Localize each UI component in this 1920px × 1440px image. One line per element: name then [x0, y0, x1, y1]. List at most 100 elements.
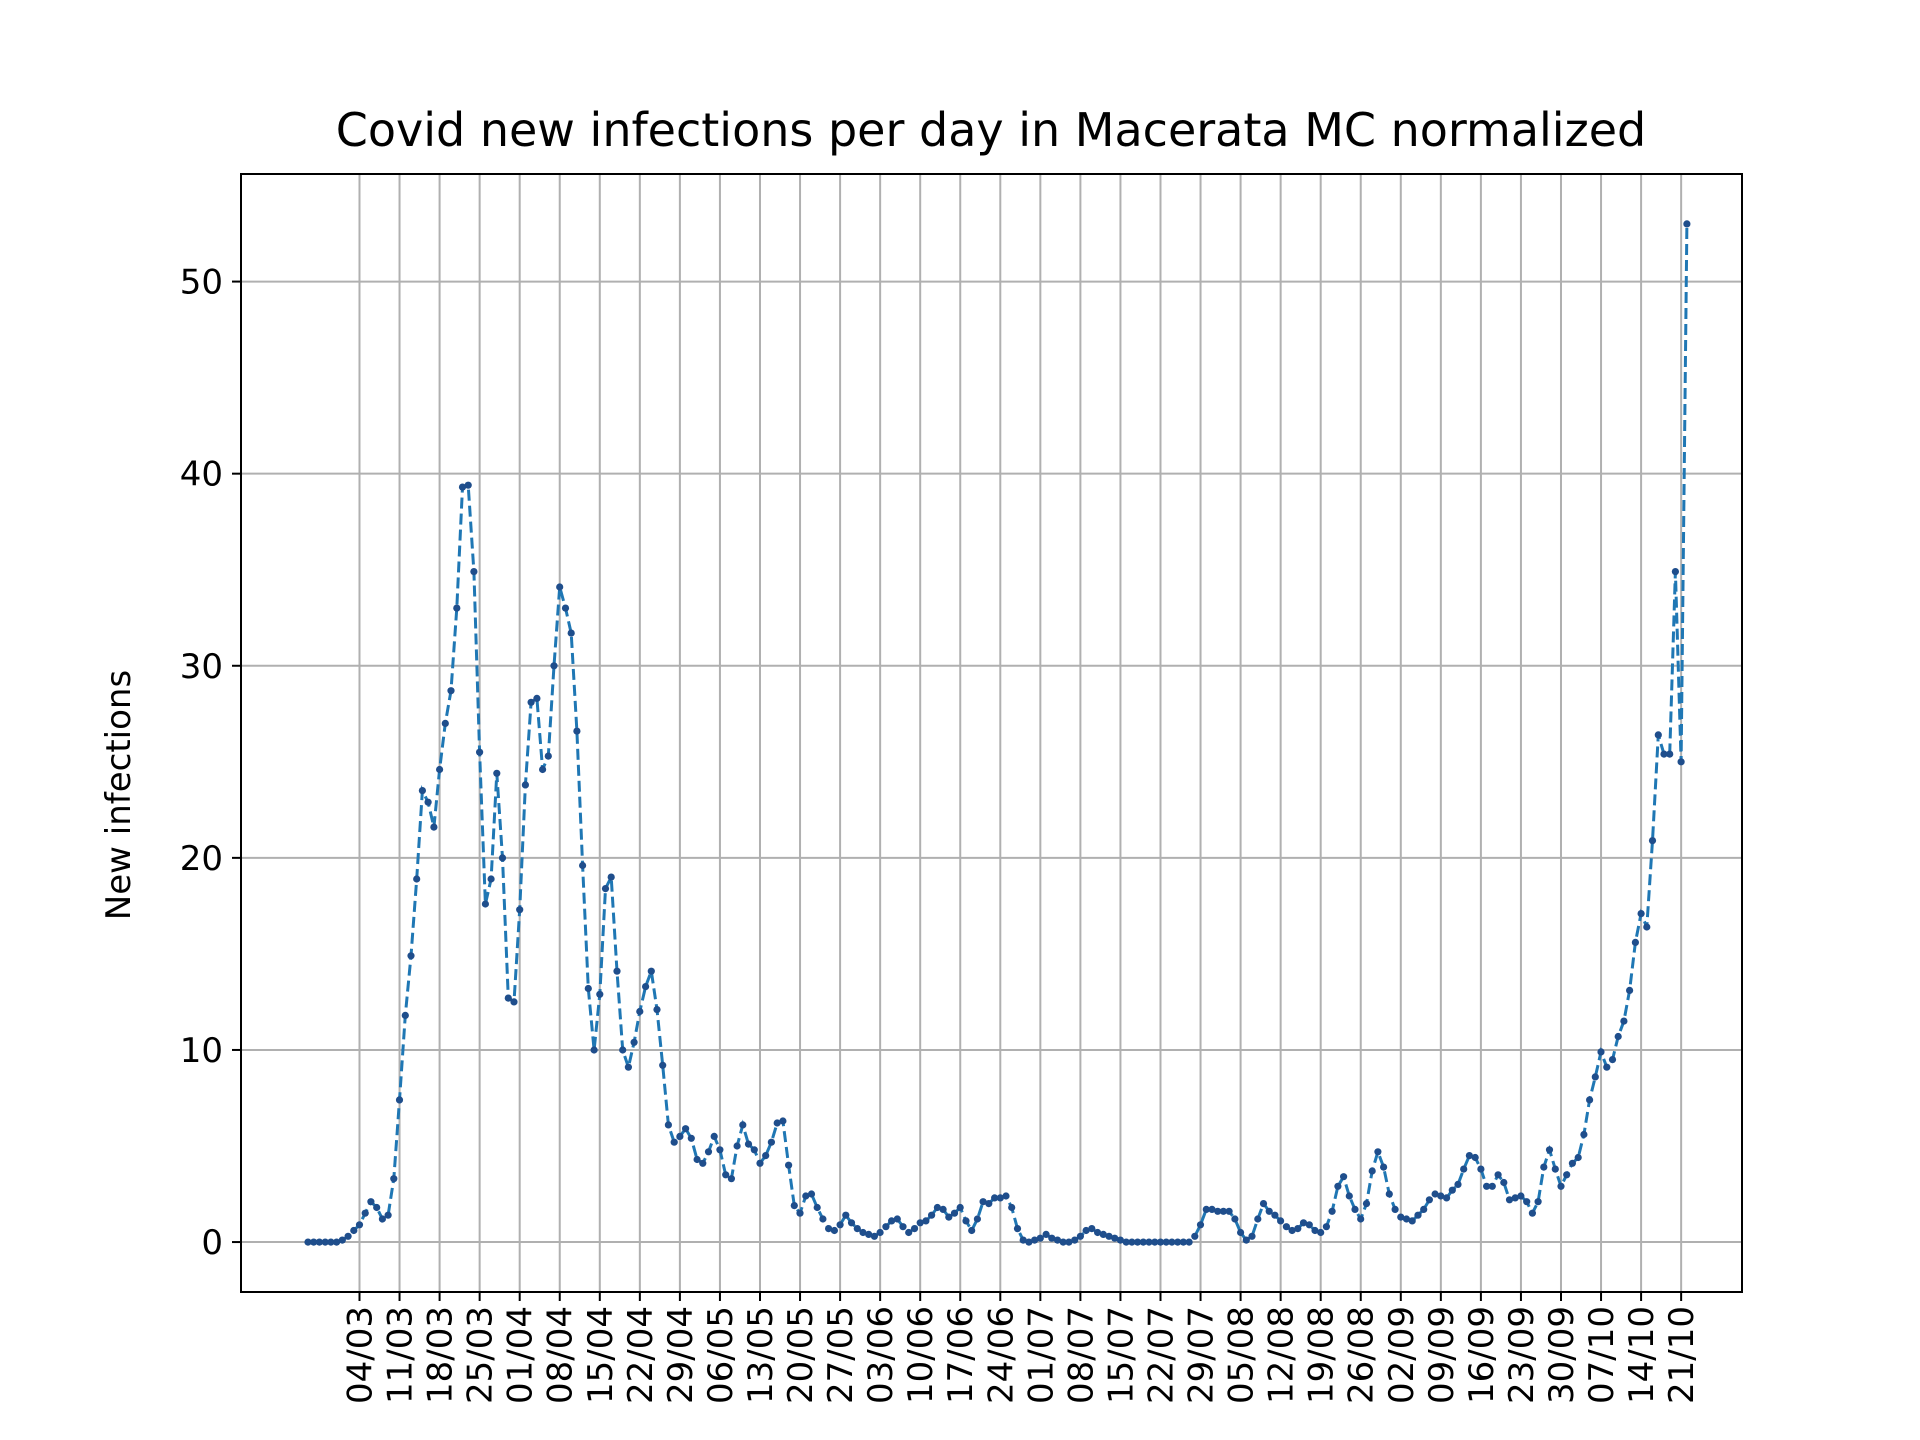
- x-tick-label: 24/06: [981, 1306, 1021, 1404]
- data-point: [968, 1226, 976, 1235]
- data-point: [1179, 1238, 1187, 1246]
- x-tick-label: 20/05: [781, 1306, 821, 1404]
- data-point: [1116, 1236, 1124, 1244]
- data-point: [1391, 1205, 1399, 1213]
- x-tick-label: 05/08: [1222, 1306, 1262, 1404]
- data-point: [1580, 1130, 1588, 1139]
- data-point: [865, 1230, 873, 1238]
- data-point: [1414, 1211, 1422, 1219]
- data-point: [996, 1194, 1004, 1202]
- data-point: [1311, 1226, 1319, 1235]
- data-point: [933, 1203, 942, 1212]
- data-point: [504, 994, 512, 1002]
- data-point: [1111, 1234, 1119, 1242]
- data-point: [550, 662, 558, 670]
- data-point: [327, 1238, 335, 1246]
- data-point: [1683, 220, 1691, 228]
- x-tick-label: 08/04: [541, 1306, 581, 1404]
- data-point: [561, 604, 570, 612]
- x-tick-label: 22/04: [621, 1306, 661, 1404]
- data-point: [888, 1217, 896, 1225]
- data-point: [1500, 1178, 1508, 1187]
- x-tick-label: 01/07: [1021, 1306, 1061, 1404]
- data-point: [590, 1046, 598, 1054]
- data-point: [498, 854, 507, 862]
- data-point: [1637, 910, 1645, 918]
- x-tick-label: 07/10: [1582, 1306, 1622, 1404]
- data-point: [825, 1225, 833, 1233]
- data-point: [424, 798, 432, 806]
- data-point: [1545, 1146, 1554, 1154]
- data-point: [304, 1238, 312, 1246]
- x-tick-label: 04/03: [340, 1306, 380, 1404]
- data-point: [1299, 1219, 1308, 1227]
- data-point: [510, 998, 518, 1006]
- y-tick-label: 0: [201, 1223, 223, 1263]
- y-axis-label: New infections: [99, 670, 139, 920]
- data-point: [1660, 750, 1668, 758]
- data-point: [453, 604, 461, 612]
- data-point: [1059, 1238, 1067, 1246]
- axes-frame: [240, 173, 1743, 1293]
- data-point: [1048, 1234, 1056, 1242]
- y-tick-label: 30: [180, 647, 223, 687]
- x-tick-label: 29/07: [1182, 1306, 1222, 1404]
- data-point: [1305, 1221, 1313, 1229]
- data-point: [1357, 1215, 1365, 1223]
- data-point: [1362, 1200, 1371, 1208]
- x-tick-label: 14/10: [1622, 1306, 1662, 1404]
- data-point: [1259, 1200, 1268, 1208]
- data-point: [1557, 1182, 1565, 1190]
- y-tick-label: 50: [180, 263, 223, 303]
- data-point: [1282, 1223, 1290, 1231]
- data-point: [1631, 938, 1639, 947]
- data-point: [1294, 1225, 1302, 1233]
- data-point: [1443, 1194, 1451, 1202]
- data-point: [779, 1117, 787, 1125]
- data-point: [1277, 1217, 1285, 1225]
- data-point: [1620, 1017, 1628, 1025]
- data-point: [1425, 1196, 1433, 1204]
- x-tick-label: 01/04: [501, 1306, 541, 1404]
- data-point: [859, 1228, 867, 1237]
- data-point: [979, 1198, 987, 1206]
- data-point: [710, 1132, 718, 1140]
- data-point: [413, 875, 421, 883]
- data-point: [630, 1038, 638, 1046]
- data-point: [1648, 837, 1657, 845]
- x-tick-label: 06/05: [701, 1306, 741, 1404]
- data-point: [418, 787, 426, 795]
- data-point: [1511, 1194, 1519, 1202]
- x-tick-label: 02/09: [1382, 1306, 1422, 1404]
- data-point: [1237, 1228, 1245, 1237]
- data-point: [1431, 1190, 1439, 1198]
- x-tick-label: 08/07: [1061, 1306, 1101, 1404]
- data-point: [716, 1146, 724, 1154]
- data-point: [1105, 1232, 1113, 1240]
- data-point: [624, 1063, 633, 1071]
- data-point: [1191, 1232, 1199, 1240]
- data-point: [1597, 1048, 1605, 1056]
- data-point: [1036, 1234, 1044, 1242]
- data-point: [367, 1198, 375, 1206]
- data-point: [830, 1226, 839, 1235]
- data-point: [1626, 986, 1634, 995]
- data-point: [682, 1125, 690, 1133]
- data-point: [355, 1221, 364, 1229]
- data-point: [704, 1148, 713, 1156]
- data-point: [1448, 1186, 1456, 1194]
- data-point: [796, 1209, 804, 1217]
- data-point: [1156, 1238, 1165, 1246]
- data-point: [1454, 1180, 1462, 1188]
- data-point: [1677, 758, 1685, 766]
- data-point: [1420, 1205, 1428, 1213]
- data-point: [1168, 1238, 1176, 1246]
- data-point: [1517, 1192, 1525, 1200]
- data-point: [601, 885, 610, 893]
- data-point: [945, 1213, 953, 1221]
- y-tick-label: 40: [180, 455, 223, 495]
- data-point: [664, 1121, 673, 1129]
- data-point: [1139, 1238, 1147, 1246]
- data-point: [1088, 1225, 1096, 1233]
- data-point: [1528, 1209, 1536, 1217]
